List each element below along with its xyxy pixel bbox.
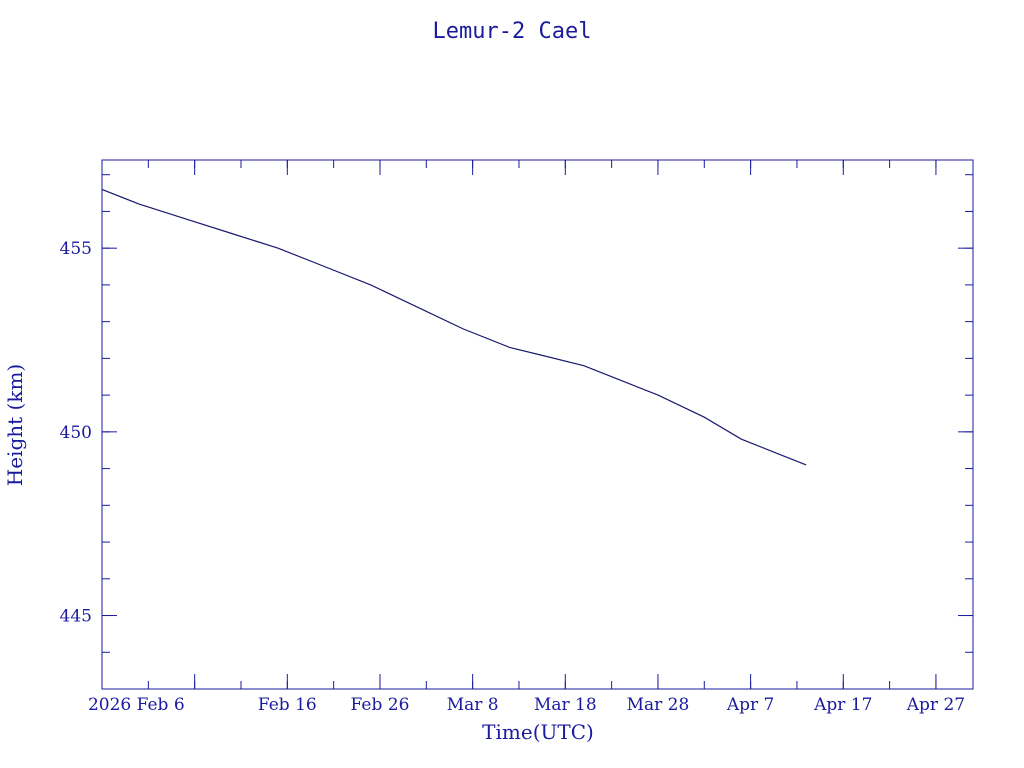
x-tick-label: Apr 17 [813, 695, 872, 715]
axis-ticks [101, 160, 973, 690]
x-tick-label: Mar 28 [627, 695, 690, 715]
y-axis-label: Height (km) [3, 364, 27, 486]
x-tick-label: Mar 18 [534, 695, 597, 715]
x-tick-label: Feb 16 [258, 695, 317, 715]
series-layer [101, 188, 807, 466]
x-tick-label: Mar 8 [447, 695, 499, 715]
plot-frame [101, 159, 974, 690]
x-tick-label: Feb 26 [351, 695, 410, 715]
y-tick-label: 450 [60, 423, 92, 443]
x-tick-label: Apr 27 [906, 695, 965, 715]
chart-title: Lemur-2 Cael [433, 19, 592, 44]
x-axis-label: Time(UTC) [482, 720, 594, 744]
x-tick-labels: 2026 Feb 6 Feb 16 Feb 26 Mar 8 Mar 18 Mar 28 A… [88, 695, 965, 715]
y-tick-label: 455 [60, 239, 92, 259]
x-tick-label: 2026 Feb 6 [88, 695, 185, 715]
y-tick-labels: 445 450 455 [60, 239, 92, 626]
series-line-height [101, 188, 807, 466]
y-tick-label: 445 [60, 607, 92, 627]
x-tick-label: Apr 7 [726, 695, 775, 715]
